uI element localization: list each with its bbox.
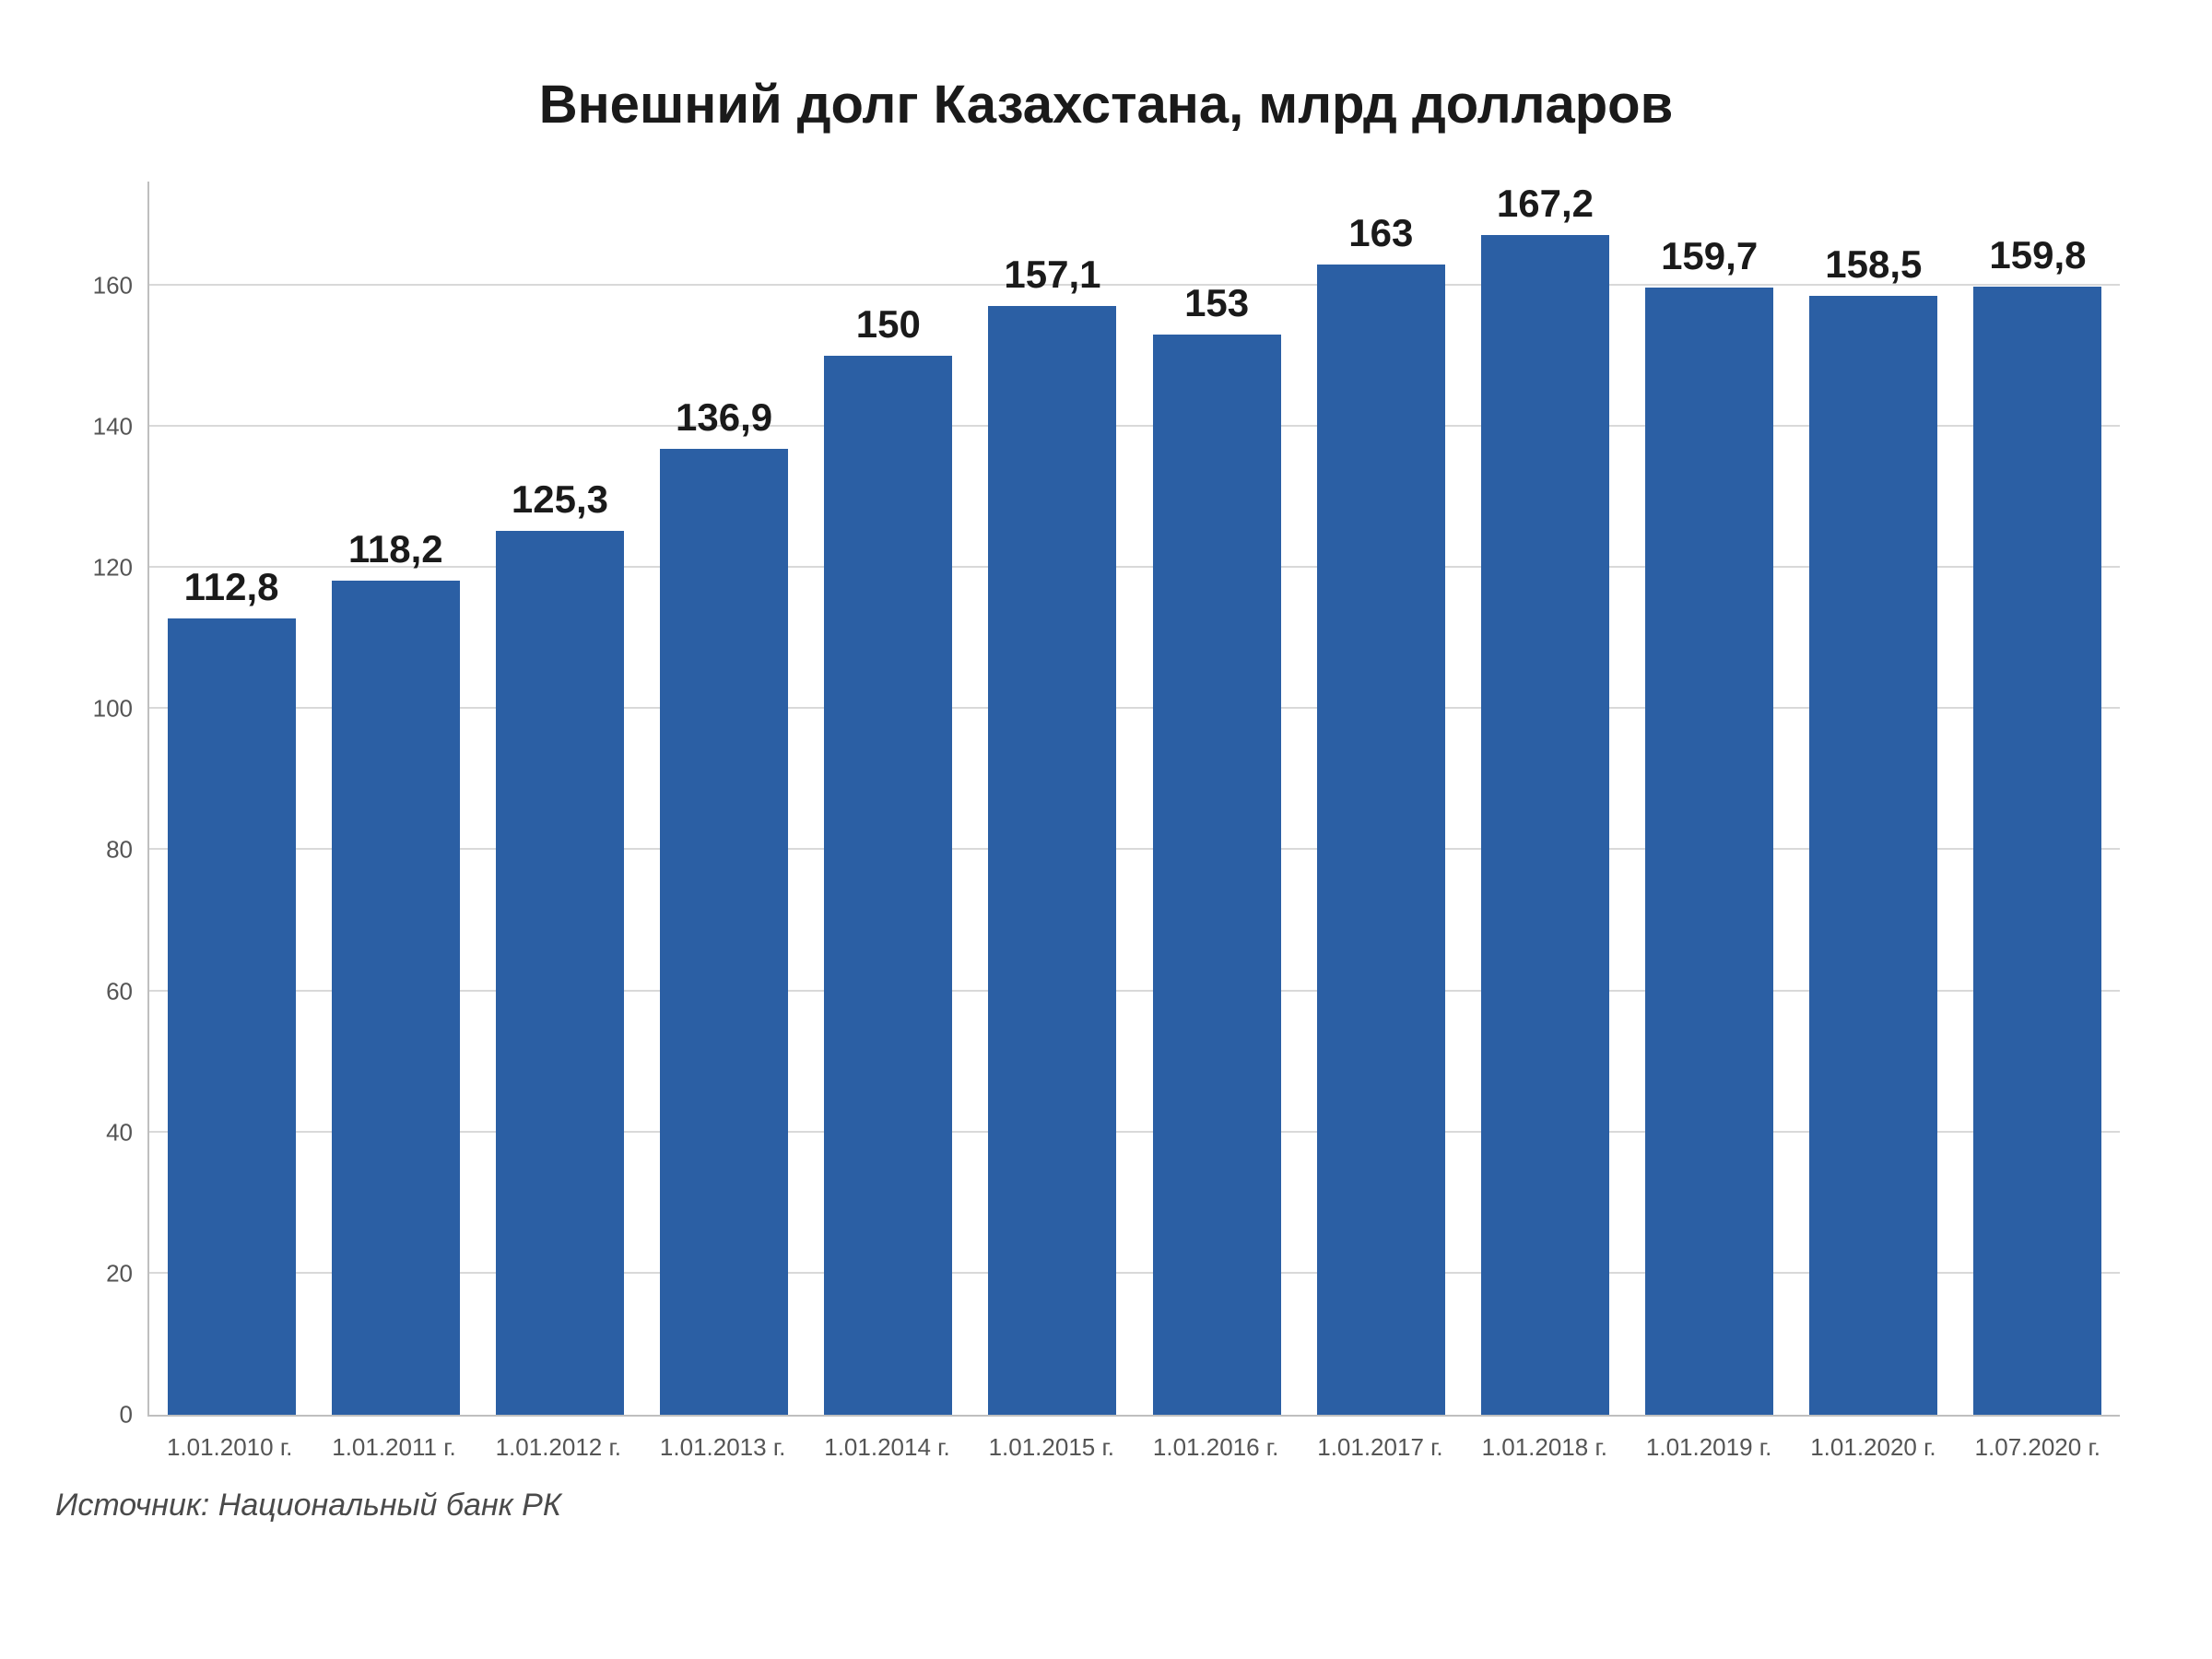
bar-value-label: 153 xyxy=(1184,281,1249,325)
y-tick-label: 140 xyxy=(93,413,149,441)
bar xyxy=(168,618,296,1415)
x-tick-label: 1.01.2017 г. xyxy=(1298,1433,1462,1462)
bars-group: 112,8 118,2 125,3 136,9 150 157,1 153 163 167,2 1… xyxy=(149,182,2120,1415)
y-tick-label: 60 xyxy=(106,977,149,1006)
bar xyxy=(824,356,952,1415)
x-tick-label: 1.01.2014 г. xyxy=(805,1433,969,1462)
x-tick-label: 1.07.2020 г. xyxy=(1956,1433,2120,1462)
bar-slot: 118,2 xyxy=(313,182,477,1415)
bar-value-label: 157,1 xyxy=(1004,253,1100,297)
x-tick-label: 1.01.2011 г. xyxy=(312,1433,476,1462)
x-tick-label: 1.01.2015 г. xyxy=(970,1433,1134,1462)
bar-value-label: 136,9 xyxy=(676,395,772,440)
y-tick-label: 40 xyxy=(106,1118,149,1147)
y-tick-label: 160 xyxy=(93,271,149,300)
y-tick-label: 20 xyxy=(106,1259,149,1288)
chart-container: Внешний долг Казахстана, млрд долларов 1… xyxy=(0,0,2212,1659)
bar-slot: 157,1 xyxy=(971,182,1135,1415)
source-text: Источник: Национальный банк РК xyxy=(55,1488,2157,1524)
bar-value-label: 158,5 xyxy=(1825,242,1922,287)
bar xyxy=(1809,296,1937,1415)
x-tick-label: 1.01.2013 г. xyxy=(641,1433,805,1462)
bar-value-label: 118,2 xyxy=(348,527,443,571)
bar-value-label: 167,2 xyxy=(1497,182,1594,226)
y-tick-label: 120 xyxy=(93,554,149,582)
bar xyxy=(1481,235,1609,1415)
bar-slot: 150 xyxy=(806,182,971,1415)
bar-slot: 159,8 xyxy=(1956,182,2120,1415)
bar-slot: 125,3 xyxy=(477,182,641,1415)
bar-slot: 163 xyxy=(1299,182,1463,1415)
bar-slot: 158,5 xyxy=(1792,182,1956,1415)
bar xyxy=(660,449,788,1415)
bar xyxy=(1973,287,2101,1415)
x-axis: 1.01.2010 г.1.01.2011 г.1.01.2012 г.1.01… xyxy=(147,1433,2120,1462)
bar-value-label: 125,3 xyxy=(512,477,608,522)
bar xyxy=(1645,288,1773,1415)
bar-slot: 159,7 xyxy=(1628,182,1792,1415)
y-tick-label: 0 xyxy=(120,1401,149,1430)
x-tick-label: 1.01.2010 г. xyxy=(147,1433,312,1462)
bar-slot: 167,2 xyxy=(1463,182,1627,1415)
bar-slot: 136,9 xyxy=(642,182,806,1415)
bar xyxy=(1317,265,1445,1415)
plot-area: 112,8 118,2 125,3 136,9 150 157,1 153 163 167,2 1… xyxy=(147,182,2120,1417)
bar xyxy=(988,306,1116,1415)
bar xyxy=(1153,335,1281,1415)
x-tick-label: 1.01.2018 г. xyxy=(1463,1433,1627,1462)
bar-value-label: 159,8 xyxy=(1989,233,2086,277)
bar-slot: 153 xyxy=(1135,182,1299,1415)
x-tick-label: 1.01.2016 г. xyxy=(1134,1433,1298,1462)
y-tick-label: 80 xyxy=(106,836,149,865)
chart-title: Внешний долг Казахстана, млрд долларов xyxy=(55,74,2157,135)
x-tick-label: 1.01.2019 г. xyxy=(1627,1433,1791,1462)
bar-value-label: 159,7 xyxy=(1661,234,1758,278)
bar xyxy=(332,581,460,1415)
bar-value-label: 150 xyxy=(856,302,921,347)
bar-value-label: 163 xyxy=(1348,211,1413,255)
y-tick-label: 100 xyxy=(93,695,149,724)
bar-value-label: 112,8 xyxy=(184,565,279,609)
chart-wrap: 112,8 118,2 125,3 136,9 150 157,1 153 163 167,2 1… xyxy=(147,182,2120,1462)
x-tick-label: 1.01.2012 г. xyxy=(477,1433,641,1462)
bar-slot: 112,8 xyxy=(149,182,313,1415)
bar xyxy=(496,531,624,1415)
x-tick-label: 1.01.2020 г. xyxy=(1791,1433,1955,1462)
